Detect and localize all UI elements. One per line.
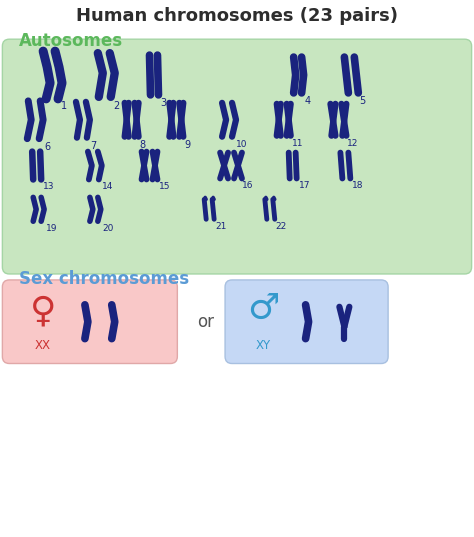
FancyBboxPatch shape bbox=[225, 280, 388, 364]
Text: Autosomes: Autosomes bbox=[19, 32, 123, 50]
Text: ♀: ♀ bbox=[30, 295, 56, 329]
Text: 21: 21 bbox=[215, 222, 227, 231]
Text: 14: 14 bbox=[102, 183, 113, 192]
Text: 12: 12 bbox=[347, 139, 359, 148]
Text: 10: 10 bbox=[236, 140, 247, 149]
Text: 19: 19 bbox=[46, 224, 58, 233]
Text: 22: 22 bbox=[276, 222, 287, 231]
Text: 8: 8 bbox=[139, 140, 146, 150]
Text: ♂: ♂ bbox=[246, 292, 279, 326]
FancyBboxPatch shape bbox=[2, 39, 472, 274]
Text: 7: 7 bbox=[90, 141, 96, 151]
Text: 16: 16 bbox=[242, 182, 254, 191]
Text: or: or bbox=[197, 313, 214, 331]
Text: 2: 2 bbox=[114, 101, 120, 111]
Text: Human chromosomes (23 pairs): Human chromosomes (23 pairs) bbox=[76, 8, 398, 25]
Text: 20: 20 bbox=[103, 224, 114, 233]
Text: 15: 15 bbox=[158, 183, 170, 192]
Text: XY: XY bbox=[255, 339, 270, 352]
Text: 11: 11 bbox=[292, 139, 303, 148]
Text: 17: 17 bbox=[299, 182, 310, 191]
Text: 1: 1 bbox=[61, 101, 67, 111]
Text: 6: 6 bbox=[44, 142, 50, 151]
Text: 5: 5 bbox=[359, 96, 365, 106]
Text: 9: 9 bbox=[184, 140, 191, 150]
Text: 18: 18 bbox=[352, 182, 364, 191]
Text: Sex chromosomes: Sex chromosomes bbox=[19, 270, 190, 288]
Text: 13: 13 bbox=[43, 183, 55, 192]
FancyBboxPatch shape bbox=[2, 280, 177, 364]
Text: XX: XX bbox=[35, 339, 51, 352]
Text: 4: 4 bbox=[305, 96, 311, 106]
Text: 3: 3 bbox=[161, 98, 166, 108]
